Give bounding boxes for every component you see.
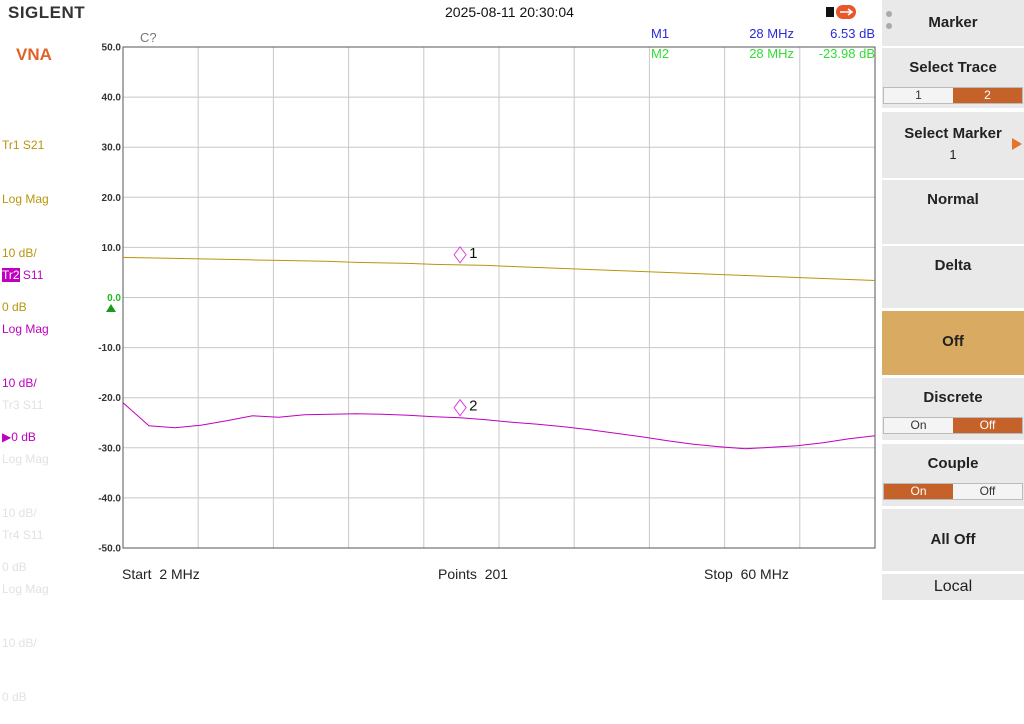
trace-format: Log Mag [2, 192, 49, 206]
y-tick-label: 40.0 [102, 93, 122, 104]
y-tick-label: -40.0 [98, 493, 121, 504]
grip [886, 11, 892, 29]
trace-scale: 10 dB/ [2, 246, 37, 260]
trace-info: Tr3 S11 Log Mag 10 dB/ 0 dB [2, 360, 49, 594]
marker-name: M2 [651, 46, 669, 61]
marker-x: 28 MHz [749, 46, 794, 61]
plot-frame [122, 46, 876, 549]
trace-param: S21 [22, 138, 45, 152]
y-tick-label: -10.0 [98, 343, 121, 354]
toggle: On Off [883, 483, 1023, 500]
y-tick-label: 30.0 [102, 143, 122, 154]
trace [122, 402, 876, 450]
marker-name: M1 [651, 26, 669, 41]
value: 1 [949, 147, 957, 162]
annotation: C? [140, 30, 157, 45]
option[interactable]: On [884, 418, 953, 433]
option[interactable]: 1 [884, 88, 953, 103]
trace-format: Log Mag [2, 582, 49, 596]
trace-info: Tr2 S11 Log Mag 10 dB/ ▶0 dB [2, 268, 49, 444]
arrow [1012, 138, 1022, 150]
y-tick-label: 50.0 [102, 43, 122, 54]
ref-arrow [106, 304, 116, 312]
softkey[interactable]: Local [882, 574, 1024, 600]
trace-name: Tr4 [2, 528, 20, 542]
start-freq: Start 2 MHz [122, 566, 200, 582]
label: Select Marker [904, 125, 1002, 142]
chart: C? 50.0 40.0 30.0 20.0 10.0 0.0 -10.0 -20.0 -30.… [98, 26, 876, 555]
trace-scale: 10 dB/ [2, 506, 37, 520]
option[interactable]: Off [953, 484, 1022, 499]
stop-freq: Stop 60 MHz [704, 566, 789, 582]
marker-value: -23.98 dB [819, 46, 875, 61]
softkey[interactable]: Delta [882, 246, 1024, 308]
datetime: 2025-08-11 20:30:04 [445, 4, 574, 20]
marker-label: 1 [469, 245, 477, 262]
trace-param: S11 [22, 398, 44, 412]
trace-scale: 10 dB/ [2, 376, 37, 390]
softkey[interactable]: Normal [882, 180, 1024, 244]
trace-format: Log Mag [2, 452, 49, 466]
trace-param: S11 [22, 528, 44, 542]
trace-info: Tr1 S21 Log Mag 10 dB/ 0 dB [2, 100, 49, 334]
trace-ref: 0 dB [11, 430, 36, 444]
marker-value: 6.53 dB [830, 26, 875, 41]
option[interactable]: Off [953, 418, 1022, 433]
softkey[interactable]: Select Marker 1 [882, 112, 1024, 178]
trace-name: Tr2 [2, 268, 20, 282]
softkey[interactable]: Off [882, 311, 1024, 375]
y-tick-label: -50.0 [98, 544, 121, 555]
brand: SIGLENT [8, 3, 86, 22]
points: Points 201 [438, 566, 509, 582]
y-tick-label: 10.0 [102, 243, 122, 254]
trace-format: Log Mag [2, 322, 49, 336]
mode: VNA [16, 45, 52, 64]
marker [453, 245, 467, 264]
marker-label: 2 [469, 398, 477, 415]
softkey[interactable]: All Off [882, 509, 1024, 571]
trace-name: Tr3 [2, 398, 20, 412]
trace-ref: 0 dB [2, 300, 27, 314]
y-tick-label: -30.0 [98, 443, 121, 454]
trace-param: S11 [22, 268, 44, 282]
marker [453, 398, 467, 417]
toggle: On Off [883, 417, 1023, 434]
screen: {"header": {"brand": "SIGLENT", "datetim… [0, 0, 1024, 704]
y-tick-label: 0.0 [107, 293, 121, 304]
option[interactable]: 2 [953, 88, 1022, 103]
trace-scale: 10 dB/ [2, 636, 37, 650]
y-tick-label: -20.0 [98, 393, 121, 404]
usb-icon [826, 5, 856, 19]
trace [122, 256, 876, 281]
trace-ref: 0 dB [2, 690, 27, 704]
option[interactable]: On [884, 484, 953, 499]
menu-title: Marker [882, 0, 1024, 46]
trace-name: Tr1 [2, 138, 20, 152]
trace-ref: 0 dB [2, 560, 27, 574]
y-tick-label: 20.0 [102, 193, 122, 204]
marker-x: 28 MHz [749, 26, 794, 41]
